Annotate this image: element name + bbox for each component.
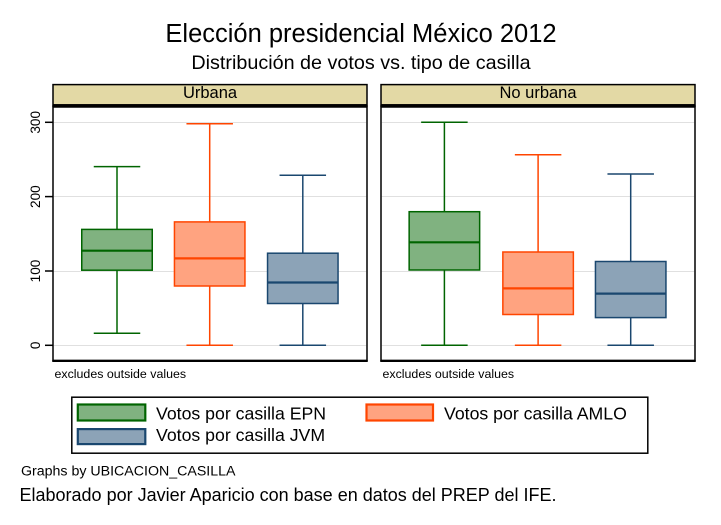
svg-text:Distribución de votos vs. tipo: Distribución de votos vs. tipo de casill…: [191, 52, 530, 74]
svg-text:Graphs by UBICACION_CASILLA: Graphs by UBICACION_CASILLA: [21, 463, 236, 479]
svg-text:Elaborado por Javier Aparicio: Elaborado por Javier Aparicio con base e…: [20, 485, 557, 505]
svg-text:Votos por casilla AMLO: Votos por casilla AMLO: [444, 403, 627, 423]
svg-text:200: 200: [28, 185, 43, 208]
svg-text:0: 0: [28, 341, 43, 349]
svg-text:100: 100: [28, 259, 43, 282]
svg-text:Votos por casilla EPN: Votos por casilla EPN: [156, 403, 326, 423]
svg-text:Votos por casilla JVM: Votos por casilla JVM: [156, 425, 325, 445]
svg-text:300: 300: [28, 111, 43, 134]
svg-text:No urbana: No urbana: [499, 84, 577, 102]
svg-text:Urbana: Urbana: [183, 84, 238, 102]
svg-text:Elección presidencial México 2: Elección presidencial México 2012: [165, 20, 556, 48]
svg-text:excludes outside values: excludes outside values: [383, 367, 515, 381]
svg-text:excludes outside values: excludes outside values: [55, 367, 187, 381]
